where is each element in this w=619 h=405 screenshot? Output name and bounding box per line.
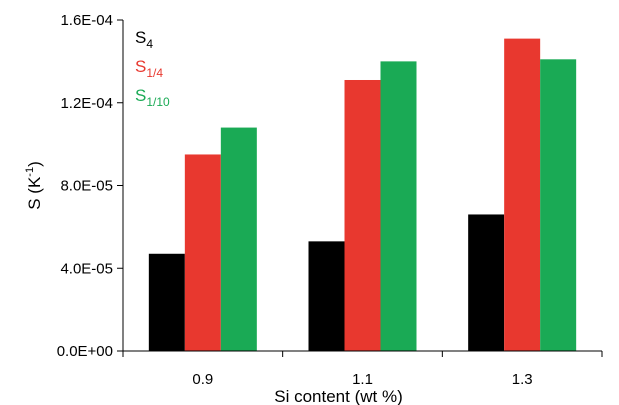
y-tick-label: 0.0E+00 <box>57 343 113 360</box>
y-tick-label: 1.2E-04 <box>60 95 113 112</box>
x-tick-label: 1.1 <box>352 371 373 388</box>
bar <box>184 154 221 351</box>
bar <box>220 127 257 351</box>
bar <box>380 61 417 351</box>
x-axis-title: Si content (wt %) <box>274 387 403 405</box>
y-tick-label: 1.6E-04 <box>60 12 113 29</box>
y-tick-label: 4.0E-05 <box>60 260 113 277</box>
x-tick-label: 0.9 <box>192 371 213 388</box>
bar <box>344 79 381 352</box>
y-axis-title: S (K-1) <box>24 161 44 210</box>
y-tick-label: 8.0E-05 <box>60 178 113 195</box>
legend-entry: S1/10 <box>135 86 170 109</box>
legend-entry: S4 <box>135 28 153 51</box>
bar <box>504 38 541 352</box>
bar <box>148 253 185 351</box>
x-tick-label: 1.3 <box>512 371 533 388</box>
legend-entry: S1/4 <box>135 57 163 80</box>
bar <box>308 241 345 351</box>
bar <box>468 214 505 351</box>
bar <box>540 59 577 352</box>
